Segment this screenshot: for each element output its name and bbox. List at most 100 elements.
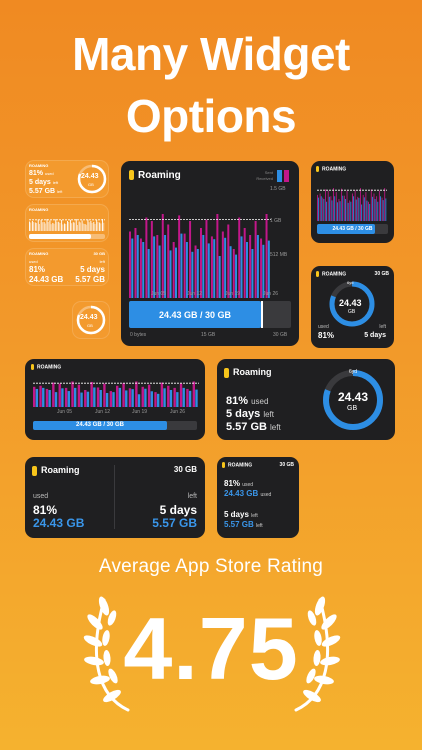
bar-sent [360, 188, 361, 221]
x-label: Jun 05 [57, 409, 73, 415]
bar-received [33, 222, 35, 231]
days-left: 5 days left [224, 510, 258, 519]
ring-value: 24.43 [339, 298, 362, 308]
widget-small-ring[interactable]: 24.43 GB [72, 301, 110, 339]
widget-small-stats[interactable]: ROAMING 30 GB used left 81% 5 days 24.43… [25, 248, 109, 286]
y-label-mid: 1 GB [270, 218, 282, 224]
widget-medium-ring[interactable]: Roaming 81% used 5 days left 5.57 GB lef… [217, 359, 395, 440]
widget-small-dark-chart[interactable]: ROAMING 24.43 GB / 30 GB [311, 161, 394, 243]
widget-medium-stats[interactable]: Roaming 30 GB used 81% 24.43 GB left 5 d… [25, 457, 205, 538]
bar-received [131, 238, 134, 298]
bar-sent [49, 220, 51, 231]
bar-received [82, 223, 84, 231]
roaming-indicator [316, 166, 319, 172]
bar-received [158, 245, 161, 298]
bar-received [86, 391, 90, 407]
bar-received [188, 390, 192, 407]
widget-large-chart[interactable]: Roaming Sent Received 1.5 GB 1 GB 512 MB… [121, 161, 299, 346]
total-quota: 30 GB [279, 462, 294, 468]
bar-sent [58, 383, 61, 408]
bar-sent [179, 383, 183, 408]
widget-title: Roaming [224, 367, 272, 378]
bar-received [47, 222, 49, 231]
bar-sent [75, 219, 77, 231]
total-quota: 30 GB [374, 271, 389, 277]
bar-received [361, 204, 363, 221]
bar-received [73, 387, 77, 408]
bar-sent [96, 387, 100, 407]
bar-received [358, 197, 360, 221]
bar-sent [330, 196, 332, 221]
ring-value: 24.43 [338, 390, 369, 404]
ring-unit: GB [87, 323, 93, 328]
bar-received [218, 256, 221, 298]
bar-sent [373, 193, 375, 221]
bar-received [79, 222, 81, 231]
widget-medium-chart[interactable]: ROAMING Jun 05 Jun 12 Jun 19 Jun 26 24.4… [25, 359, 205, 440]
bar-received [256, 235, 259, 298]
bar-sent [167, 224, 170, 298]
bar-sent [45, 388, 49, 407]
bar-received [385, 198, 387, 221]
widget-small-chart[interactable]: ROAMING [25, 204, 109, 242]
bar-sent [260, 238, 263, 298]
bar-sent [58, 221, 60, 231]
bar-received [80, 392, 83, 407]
percent-value: 81% [318, 331, 335, 340]
bar-received [39, 224, 40, 231]
bar-sent [37, 219, 39, 231]
bar-received [118, 387, 122, 408]
mini-usage-chart [29, 219, 105, 231]
bar-sent [160, 382, 164, 407]
bar-sent [216, 214, 219, 298]
bar-sent [139, 238, 142, 298]
used-value: 24.43 GB [33, 516, 85, 530]
widget-small-dark-ring[interactable]: ROAMING 30 GB 6yd 24.43 GB used left 81%… [311, 266, 394, 348]
bar-received [54, 392, 58, 407]
bar-received [163, 388, 166, 407]
bar-received [30, 222, 32, 231]
days-left: 5 days left [226, 408, 274, 420]
remaining-value: 5.57 GB [75, 275, 105, 284]
bar-sent [381, 197, 383, 222]
used-label: used [318, 324, 329, 330]
bar-received [195, 389, 198, 407]
bar-received [369, 203, 371, 221]
bar-sent [43, 222, 45, 231]
bar-received [99, 390, 102, 407]
bar-sent [172, 242, 175, 298]
bar-sent [335, 192, 337, 222]
bar-sent [39, 385, 42, 407]
bar-received [169, 250, 172, 298]
widget-small-ring-stats[interactable]: ROAMING 81% used 5 days left 5.57 GB lef… [25, 160, 109, 198]
bar-received [74, 222, 75, 231]
days-left: 5 days left [29, 179, 59, 186]
percent-used: 81% used [224, 479, 254, 488]
bar-sent [210, 236, 213, 298]
bar-sent [183, 233, 186, 298]
bar-sent [243, 228, 246, 298]
rating-label: Average App Store Rating [98, 556, 324, 577]
axis-min: 0 bytes [130, 332, 147, 338]
bar-sent [325, 189, 326, 221]
bar-received [229, 246, 232, 298]
total-quota: 30 GB [173, 465, 197, 474]
bar-received [176, 392, 179, 407]
bar-received [136, 235, 139, 298]
bar-sent [84, 224, 86, 231]
headline-line1: Many Widget [72, 28, 350, 80]
widget-title: ROAMING [316, 166, 346, 172]
remaining-left: 5.57 GB left [224, 520, 263, 529]
used-label: used [33, 493, 49, 500]
bar-received [103, 222, 105, 231]
bar-received [339, 201, 341, 221]
bar-received [97, 222, 99, 231]
x-label: Jun 05 [151, 291, 167, 297]
bar-sent [173, 387, 176, 408]
bar-sent [249, 235, 252, 298]
bar-received [180, 233, 183, 298]
widget-small-dark-stats[interactable]: ROAMING 30 GB 81% used 24.43 GB used 5 d… [217, 457, 299, 538]
bar-sent [61, 220, 63, 231]
widget-title: ROAMING [29, 251, 49, 256]
bar-sent [178, 215, 181, 298]
